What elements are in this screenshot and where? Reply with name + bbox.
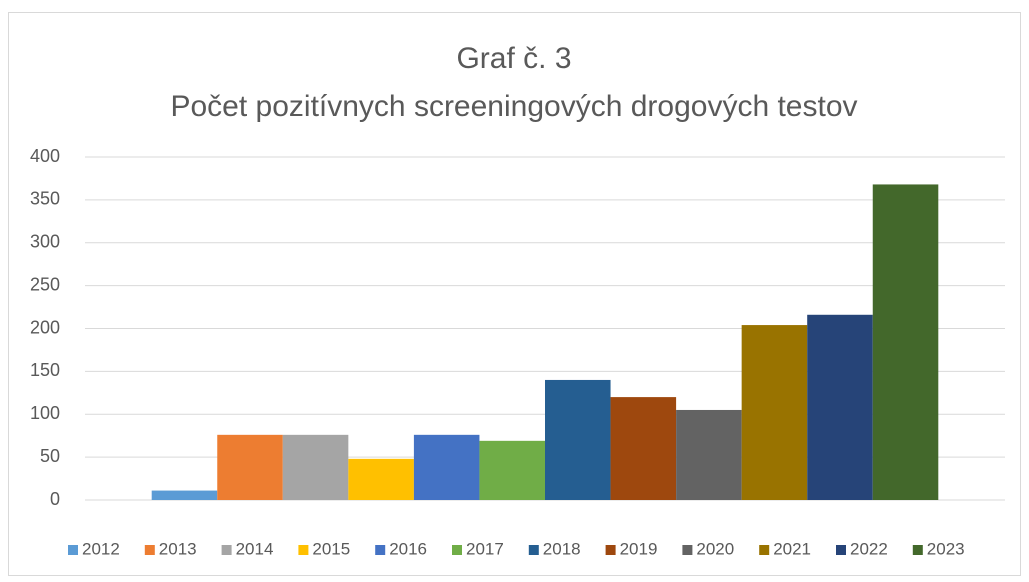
legend-swatch (221, 545, 232, 555)
legend-label: 2021 (773, 539, 811, 558)
legend-label: 2019 (620, 539, 658, 558)
legend-swatch (375, 545, 386, 555)
y-tick-label: 250 (30, 274, 60, 294)
chart-subtitle: Počet pozitívnych screeningových drogový… (170, 90, 857, 123)
y-tick-label: 300 (30, 232, 60, 252)
legend-label: 2020 (696, 539, 734, 558)
legend-swatch (528, 545, 539, 555)
legend-swatch (144, 545, 155, 555)
legend-label: 2023 (927, 539, 965, 558)
legend-label: 2022 (850, 539, 888, 558)
y-tick-label: 100 (30, 403, 60, 423)
chart-title: Graf č. 3 (456, 42, 571, 75)
y-tick-label: 0 (50, 489, 60, 509)
legend-label: 2018 (543, 539, 581, 558)
bar (217, 434, 283, 500)
y-tick-label: 350 (30, 189, 60, 209)
bar (151, 490, 218, 500)
legend-swatch (912, 545, 923, 555)
bar (479, 440, 545, 500)
legend-label: 2012 (82, 539, 120, 558)
y-tick-label: 50 (40, 446, 60, 466)
bar (413, 434, 480, 500)
bar (872, 184, 939, 500)
legend-label: 2015 (312, 539, 350, 558)
y-tick-label: 200 (30, 317, 60, 337)
legend-swatch (605, 545, 616, 555)
y-tick-label: 150 (30, 360, 60, 380)
legend-swatch (682, 545, 693, 555)
legend-swatch (836, 545, 846, 555)
bar (282, 434, 349, 500)
bar (676, 409, 742, 500)
bar (610, 397, 677, 500)
bar (348, 458, 414, 500)
bar (545, 379, 611, 500)
bar (741, 325, 808, 500)
bar (807, 314, 873, 500)
legend-label: 2017 (466, 539, 504, 558)
legend-label: 2014 (236, 539, 274, 558)
legend-swatch (759, 545, 770, 555)
legend-label: 2016 (389, 539, 427, 558)
legend-swatch (68, 545, 78, 555)
y-tick-label: 400 (30, 146, 60, 166)
legend-swatch (452, 545, 462, 555)
legend-label: 2013 (159, 539, 197, 558)
legend-swatch (298, 545, 309, 555)
